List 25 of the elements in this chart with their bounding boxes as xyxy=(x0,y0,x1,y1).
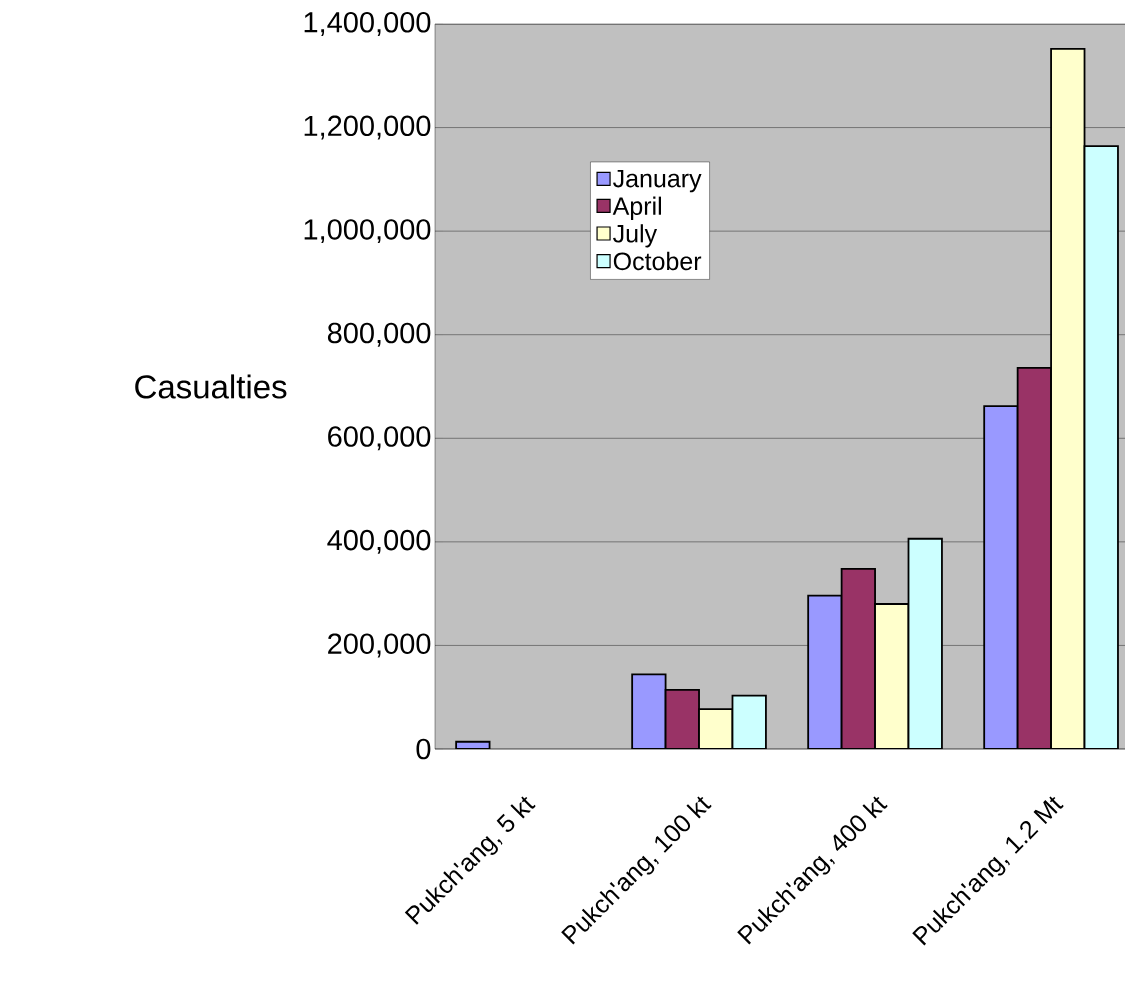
legend-label: April xyxy=(612,196,661,220)
bar xyxy=(1083,145,1119,749)
bar xyxy=(731,694,767,749)
y-tick-label: 800,000 xyxy=(327,322,431,347)
bar xyxy=(698,708,734,749)
y-tick-label: 1,000,000 xyxy=(304,219,431,244)
bar xyxy=(631,673,667,749)
y-axis-title: Casualties xyxy=(135,374,287,399)
y-tick-label: 1,400,000 xyxy=(304,12,431,36)
bar xyxy=(983,405,1019,749)
bar xyxy=(1016,366,1052,749)
bar xyxy=(1050,47,1086,749)
legend-label: October xyxy=(613,251,702,271)
bar xyxy=(664,689,700,749)
bar xyxy=(840,567,876,749)
bar xyxy=(907,537,943,749)
y-tick-label: 200,000 xyxy=(328,633,431,658)
y-tick-label: 400,000 xyxy=(327,529,431,554)
legend-label: July xyxy=(613,224,658,248)
bar xyxy=(874,603,910,749)
y-tick-label: 600,000 xyxy=(328,426,431,451)
y-tick-label: 1,200,000 xyxy=(304,115,431,140)
legend-label: January xyxy=(613,169,702,193)
y-tick-label: 0 xyxy=(416,738,431,760)
bar xyxy=(807,594,843,749)
